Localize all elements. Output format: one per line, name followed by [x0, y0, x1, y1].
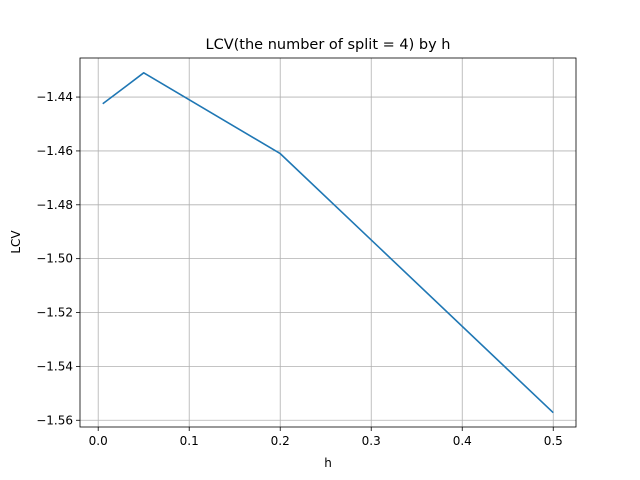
- x-tick-label: 0.2: [271, 434, 290, 448]
- y-tick-label: −1.56: [36, 413, 73, 427]
- series-line: [102, 72, 554, 414]
- y-axis-label: LCV: [9, 230, 23, 254]
- y-tick-label: −1.54: [36, 359, 73, 373]
- series-layer: [102, 72, 554, 414]
- x-tick-label: 0.4: [453, 434, 472, 448]
- x-tick-label: 0.1: [180, 434, 199, 448]
- y-tick-label: −1.46: [36, 144, 73, 158]
- chart-title: LCV(the number of split = 4) by h: [206, 37, 451, 53]
- x-axis-label: h: [324, 456, 332, 470]
- x-tick-label: 0.0: [89, 434, 108, 448]
- x-tick-label: 0.3: [362, 434, 381, 448]
- y-tick-label: −1.48: [36, 198, 73, 212]
- y-tick-label: −1.52: [36, 306, 73, 320]
- plot-frame: [79, 57, 577, 428]
- grid-layer: [80, 58, 576, 427]
- y-tick-label: −1.50: [36, 252, 73, 266]
- tick-layer: 0.0 0.1 0.2 0.3 0.4 0.5 −1.44 −1.46 −1.48 −1.50 −1…: [36, 90, 563, 448]
- plot-area: [80, 58, 576, 427]
- y-tick-label: −1.44: [36, 90, 73, 104]
- x-tick-label: 0.5: [544, 434, 563, 448]
